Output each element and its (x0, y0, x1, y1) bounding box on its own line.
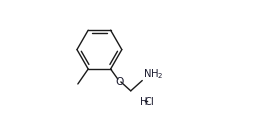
Text: Cl: Cl (145, 96, 154, 106)
Text: H: H (140, 96, 148, 106)
Text: NH$_2$: NH$_2$ (143, 67, 163, 80)
Text: O: O (115, 76, 123, 86)
